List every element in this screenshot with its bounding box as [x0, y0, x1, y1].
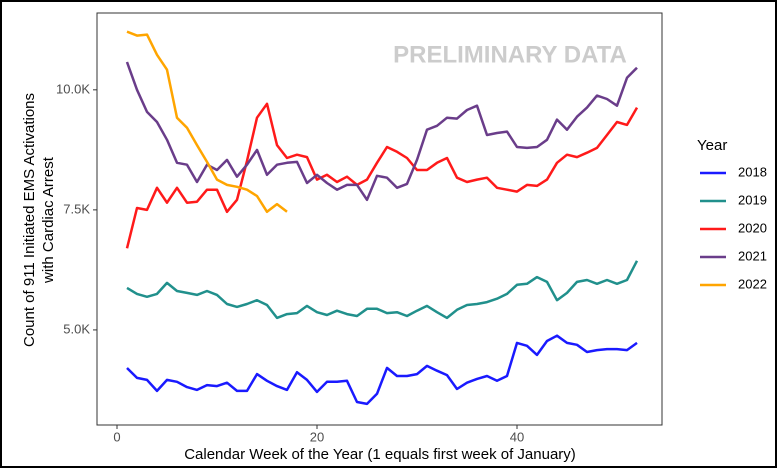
y-axis-title: Count of 911 Initiated EMS Activations: [21, 93, 38, 347]
legend-label: 2022: [738, 276, 767, 291]
series-line: [125, 102, 639, 249]
series-line: [126, 260, 639, 320]
legend-label: 2020: [738, 220, 767, 235]
y-tick-label: 5.0K: [63, 321, 90, 336]
y-tick-label: 10.0K: [56, 81, 90, 96]
legend-label: 2019: [738, 192, 767, 207]
y-tick-label: 7.5K: [63, 201, 90, 216]
series-line: [126, 30, 288, 214]
x-axis-title: Calendar Week of the Year (1 equals firs…: [184, 446, 576, 463]
y-axis-title: with Cardiac Arrest: [40, 156, 57, 284]
x-tick-label: 0: [113, 429, 120, 444]
x-tick-label: 40: [510, 429, 524, 444]
legend-label: 2021: [738, 248, 767, 263]
series-line: [125, 61, 638, 202]
annotation: PRELIMINARY DATA: [393, 41, 627, 68]
legend-label: 2018: [738, 164, 767, 179]
legend-title: Year: [697, 137, 727, 154]
panel-border: [96, 12, 663, 426]
series-line: [126, 334, 638, 406]
x-tick-label: 20: [310, 429, 324, 444]
